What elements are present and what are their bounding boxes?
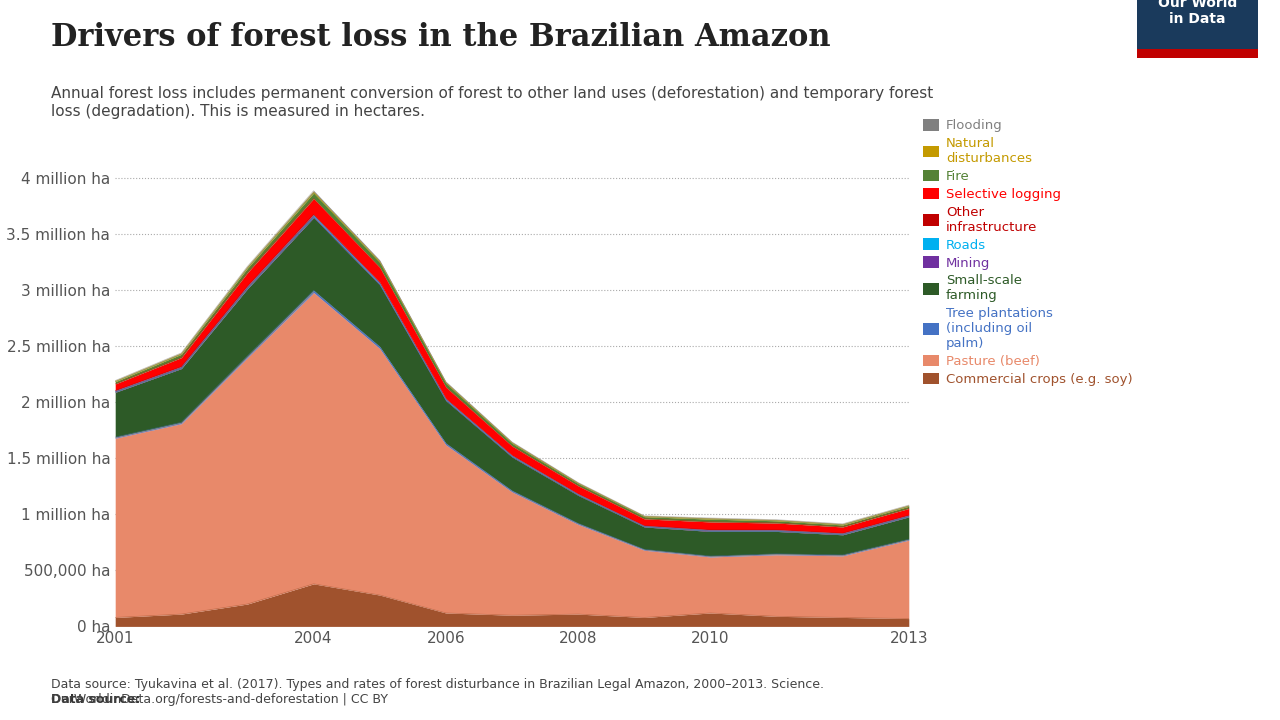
Legend: Flooding, Natural
disturbances, Fire, Selective logging, Other
infrastructure, R: Flooding, Natural disturbances, Fire, Se… — [923, 119, 1133, 386]
Text: Data source:: Data source: — [51, 693, 141, 706]
Text: Drivers of forest loss in the Brazilian Amazon: Drivers of forest loss in the Brazilian … — [51, 22, 831, 53]
Text: Our World
in Data: Our World in Data — [1158, 0, 1236, 26]
Text: Data source: Tyukavina et al. (2017). Types and rates of forest disturbance in B: Data source: Tyukavina et al. (2017). Ty… — [51, 678, 824, 706]
Text: Annual forest loss includes permanent conversion of forest to other land uses (d: Annual forest loss includes permanent co… — [51, 86, 933, 119]
